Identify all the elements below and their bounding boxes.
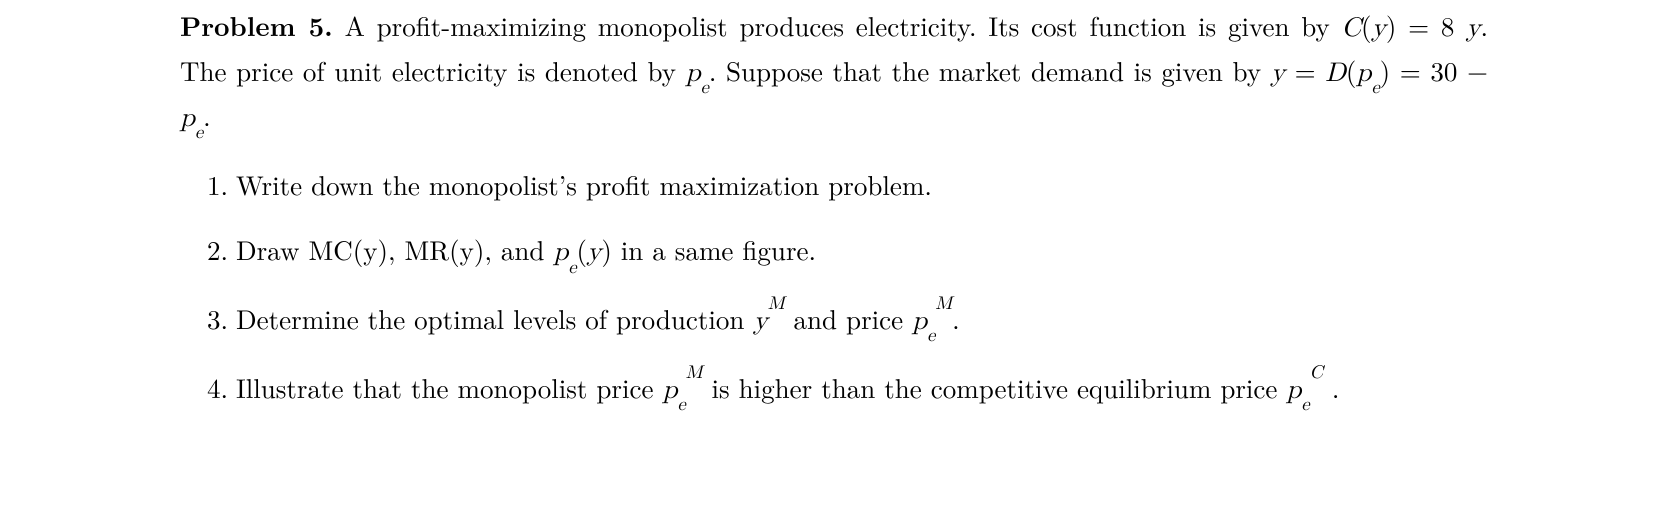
list-item: Draw MC(y), MR(y), and pe(y) in a same f…: [236, 229, 1488, 274]
item-text: Illustrate that the monopolist price peM…: [236, 368, 1339, 406]
list-item: Write down the monopolist’s profit maxim…: [236, 164, 1488, 206]
list-item: Illustrate that the monopolist price peM…: [236, 367, 1488, 412]
problem-label: Problem 5.: [180, 5, 333, 44]
list-item: Determine the optimal levels of producti…: [236, 298, 1488, 343]
problem-list: Write down the monopolist’s profit maxim…: [180, 164, 1488, 412]
item-text: Determine the optimal levels of producti…: [236, 299, 960, 337]
item-text: Draw MC(y), MR(y), and pe(y) in a same f…: [236, 230, 816, 268]
problem-intro-text: A profit-maximizing monopolist produces …: [180, 6, 1488, 134]
problem-block: Problem 5. A profit-maximizing monopolis…: [0, 0, 1668, 412]
item-text: Write down the monopolist’s profit maxim…: [236, 165, 932, 203]
problem-intro: Problem 5. A profit-maximizing monopolis…: [180, 4, 1488, 140]
